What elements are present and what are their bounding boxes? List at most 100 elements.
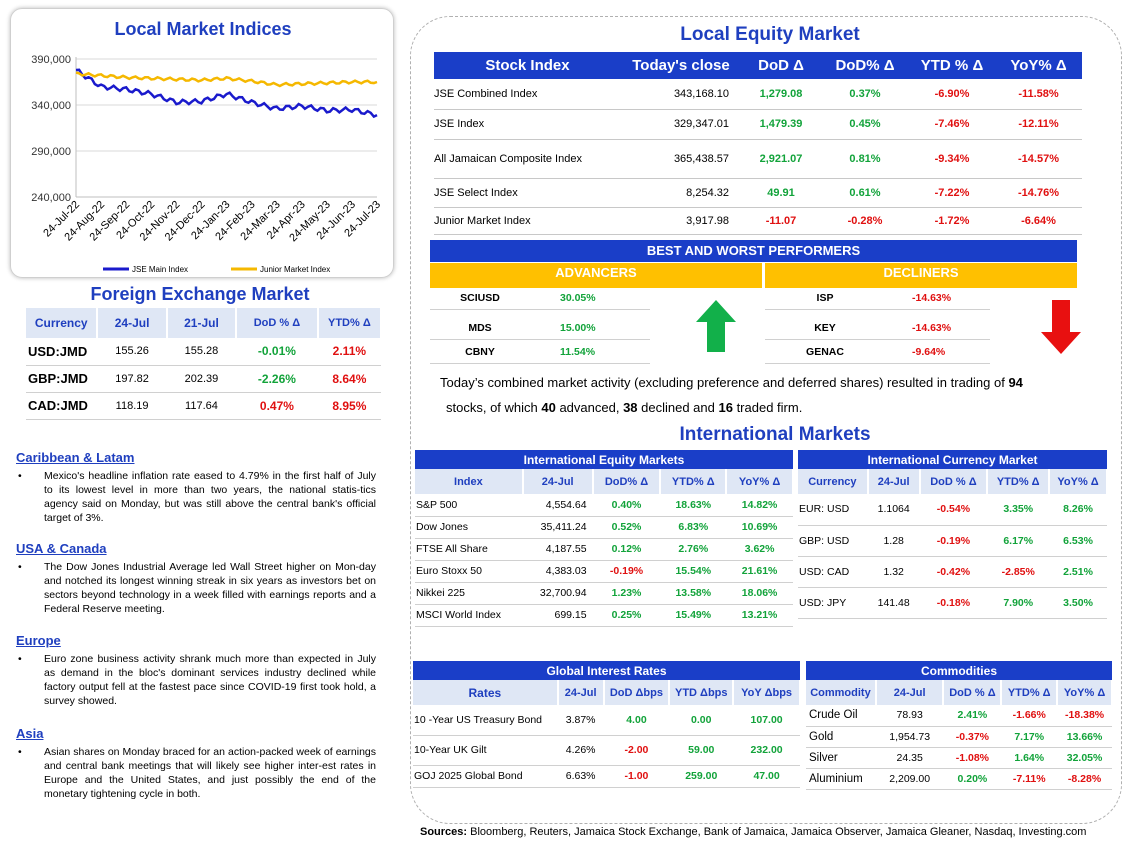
commodity-yoy: -18.38%: [1057, 705, 1112, 727]
commodity-value: 1,954.73: [875, 726, 944, 748]
bullet-icon: •: [18, 470, 22, 482]
intl-currency-row: USD: JPY 141.48 -0.18% 7.90% 3.50%: [798, 587, 1107, 619]
equity-name: Junior Market Index: [434, 207, 621, 235]
intl-currency-ytd: 6.17%: [987, 525, 1050, 557]
equity-dodp: 0.81%: [821, 139, 909, 179]
news-heading[interactable]: Asia: [16, 726, 44, 741]
equity-close: 8,254.32: [621, 178, 741, 208]
equity-row: All Jamaican Composite Index 365,438.57 2,…: [434, 139, 1082, 179]
intl-currency-dod: -0.19%: [919, 525, 988, 557]
fx-header: 24-Jul: [97, 308, 168, 338]
rates-header: 24-Jul: [557, 680, 605, 705]
equity-ytd: -9.34%: [909, 139, 995, 179]
equity-ytd: -7.46%: [909, 109, 995, 140]
intl-equity-value: 699.15: [522, 604, 593, 627]
divider: [765, 309, 990, 310]
equity-ytd: -7.22%: [909, 178, 995, 208]
intl-currency-value: 1.32: [867, 556, 920, 588]
equity-yoy: -14.76%: [995, 178, 1082, 208]
equity-yoy: -11.58%: [995, 79, 1082, 110]
bullet-icon: •: [18, 746, 22, 758]
intl-currency-yoy: 2.51%: [1049, 556, 1107, 588]
intl-currency-dod: -0.18%: [919, 587, 988, 619]
fx-ytd: 8.95%: [317, 392, 381, 420]
fx-header: 21-Jul: [166, 308, 238, 338]
market-indices-chart-card: Local Market Indices 240,000 290,000 340,0…: [10, 8, 394, 278]
intl-currency-dod: -0.42%: [919, 556, 988, 588]
equity-dod: 1,279.08: [741, 79, 821, 110]
intl-currency-ytd: 3.35%: [987, 494, 1050, 526]
intl-equity-yoy: 3.62%: [726, 538, 793, 561]
news-heading[interactable]: Europe: [16, 633, 61, 648]
intl-currency-yoy: 8.26%: [1049, 494, 1107, 526]
commodity-row: Silver 24.35 -1.08% 1.64% 32.05%: [806, 747, 1112, 769]
rates-value: 3.87%: [557, 705, 604, 736]
news-block: Caribbean & Latam • Mexico's headline infl…: [16, 450, 376, 525]
commodity-value: 24.35: [875, 747, 944, 769]
intl-equity-title: International Equity Markets: [415, 450, 793, 469]
fx-header: DoD % Δ: [236, 308, 319, 338]
summary-text: declined and: [637, 400, 719, 415]
equity-row: JSE Select Index 8,254.32 49.91 0.61% -7.22%…: [434, 178, 1082, 208]
intl-currency-header: YTD% Δ: [987, 469, 1051, 494]
commodities-header: Commodity: [806, 680, 877, 705]
commodity-ytd: 1.64%: [1001, 747, 1058, 769]
intl-currency-header: DoD % Δ: [919, 469, 989, 494]
rates-value: 6.63%: [557, 765, 604, 788]
fx-currency: USD:JMD: [26, 338, 98, 366]
intl-equity-dod: 0.40%: [592, 494, 661, 517]
summary-text: Today’s combined market activity (exclud…: [440, 375, 1009, 390]
intl-currency-row: GBP: USD 1.28 -0.19% 6.17% 6.53%: [798, 525, 1107, 557]
commodity-name: Silver: [806, 747, 876, 769]
intl-currency-table: International Currency Market Currency 2…: [798, 450, 1108, 619]
equity-dodp: 0.61%: [821, 178, 909, 208]
best-worst-header: BEST AND WORST PERFORMERS: [430, 240, 1077, 262]
intl-equity-ytd: 15.49%: [660, 604, 727, 627]
intl-equity-dod: -0.19%: [592, 560, 661, 583]
commodities-header: DoD % Δ: [943, 680, 1003, 705]
intl-equity-header: Index: [415, 469, 524, 494]
intl-currency-yoy: 6.53%: [1049, 525, 1107, 557]
intl-equity-yoy: 18.06%: [726, 582, 793, 605]
intl-title: International Markets: [679, 424, 871, 445]
equity-header: Today's close: [621, 52, 741, 79]
fx-value: 155.28: [166, 338, 237, 366]
rates-dod: -2.00: [603, 735, 670, 766]
intl-currency-yoy: 3.50%: [1049, 587, 1107, 619]
intl-equity-header: YTD% Δ: [660, 469, 728, 494]
divider: [765, 363, 990, 364]
advancers-header: ADVANCERS: [430, 263, 762, 288]
commodity-dod: 2.41%: [943, 705, 1002, 727]
line-chart: 240,000290,000340,000390,00024-Jul-2224-…: [31, 54, 383, 274]
intl-equity-name: FTSE All Share: [415, 538, 523, 561]
fx-row: CAD:JMD 118.19 117.64 0.47% 8.95%: [26, 392, 381, 420]
equity-dod: 2,921.07: [741, 139, 821, 179]
sources: Sources: Bloomberg, Reuters, Jamaica Sto…: [420, 826, 1120, 838]
divider: [430, 339, 650, 340]
intl-equity-ytd: 15.54%: [660, 560, 727, 583]
intl-currency-name: USD: JPY: [798, 587, 868, 619]
intl-currency-header: YoY% Δ: [1049, 469, 1108, 494]
fx-currency: GBP:JMD: [26, 365, 98, 393]
up-arrow-icon: [696, 300, 736, 352]
decliner-symbol: GENAC: [806, 346, 844, 358]
intl-currency-name: EUR: USD: [798, 494, 868, 526]
news-text: The Dow Jones Industrial Average led Wal…: [44, 561, 376, 615]
fx-currency: CAD:JMD: [26, 392, 98, 420]
rates-name: GOJ 2025 Global Bond: [413, 765, 558, 788]
fx-value: 155.26: [97, 338, 167, 366]
intl-equity-dod: 0.25%: [592, 604, 661, 627]
commodity-name: Crude Oil: [806, 705, 876, 727]
intl-equity-name: Nikkei 225: [415, 582, 523, 605]
interest-rates-table: Global Interest Rates Rates 24-Jul DoD Δ…: [413, 661, 801, 788]
news-heading[interactable]: Caribbean & Latam: [16, 450, 135, 465]
equity-dod: 49.91: [741, 178, 821, 208]
decliner-symbol: ISP: [816, 292, 834, 304]
equity-ytd: -6.90%: [909, 79, 995, 110]
news-item: • Asian shares on Monday braced for an ac…: [16, 745, 376, 801]
news-heading[interactable]: USA & Canada: [16, 541, 107, 556]
rates-header: Rates: [413, 680, 559, 705]
decliner-symbol: KEY: [814, 322, 836, 334]
commodities-title: Commodities: [806, 661, 1112, 680]
news-item: • The Dow Jones Industrial Average led Wa…: [16, 560, 376, 616]
